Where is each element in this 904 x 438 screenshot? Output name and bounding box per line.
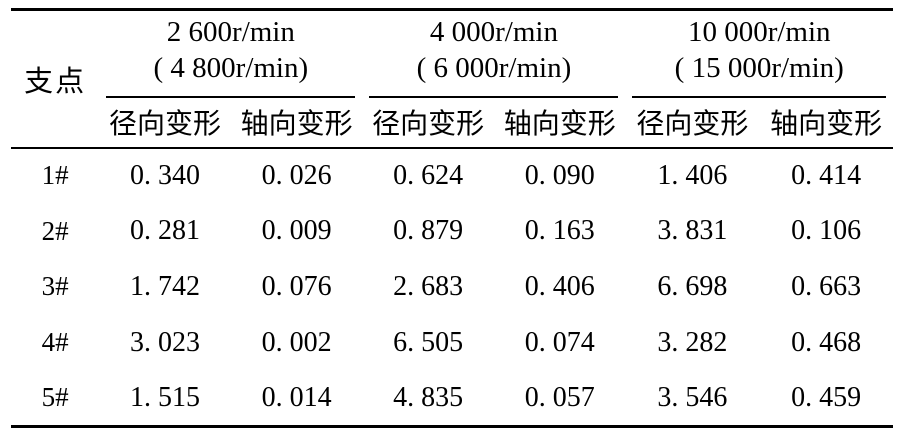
group-header-4000-box: 4 000r/min ( 6 000r/min): [369, 11, 619, 98]
value-cell: 0. 009: [261, 215, 332, 247]
value-cell: 0. 624: [393, 159, 464, 191]
group-header-10000-box: 10 000r/min ( 15 000r/min): [632, 11, 886, 98]
row-label: 1#: [41, 160, 69, 191]
group-speed-secondary: ( 15 000r/min): [674, 52, 844, 85]
group-header-10000: 10 000r/min ( 15 000r/min): [625, 10, 893, 98]
value-cell: 4. 835: [393, 381, 464, 413]
corner-header-fulcrum: 支点: [11, 9, 100, 149]
value-cell: 0. 026: [261, 159, 332, 191]
value-cell: 0. 074: [524, 326, 595, 358]
sub-header-row: 径向变形 轴向变形 径向变形 轴向变形 径向变形 轴向变形: [11, 97, 893, 149]
subheader-axial-g2: 轴向变形: [493, 97, 626, 149]
group-header-2600: 2 600r/min ( 4 800r/min): [99, 10, 362, 98]
value-cell: 0. 281: [130, 215, 201, 247]
group-speed-primary: 4 000r/min: [429, 15, 558, 48]
subheader-axial-g1: 轴向变形: [230, 97, 363, 149]
value-cell: 0. 163: [524, 215, 595, 247]
value-cell: 0. 106: [791, 215, 862, 247]
subheader-axial-g3: 轴向变形: [759, 97, 893, 149]
value-cell: 3. 831: [657, 215, 728, 247]
subheader-radial-g3: 径向变形: [625, 97, 760, 149]
value-cell: 1. 515: [130, 381, 201, 413]
table-row: 3# 1. 742 0. 076 2. 683 0. 406 6. 698 0.…: [11, 259, 893, 315]
value-cell: 3. 546: [657, 381, 728, 413]
value-cell: 1. 742: [130, 270, 201, 302]
value-cell: 0. 406: [524, 270, 595, 302]
group-speed-secondary: ( 4 800r/min): [153, 52, 309, 85]
value-cell: 0. 090: [524, 159, 595, 191]
group-header-row: 支点 2 600r/min ( 4 800r/min) 4 000r/min (…: [11, 9, 893, 149]
value-cell: 1. 406: [657, 159, 728, 191]
value-cell: 2. 683: [393, 270, 464, 302]
value-cell: 6. 505: [393, 326, 464, 358]
group-speed-secondary: ( 6 000r/min): [416, 52, 572, 85]
value-cell: 0. 414: [791, 159, 862, 191]
deformation-table: 支点 2 600r/min ( 4 800r/min) 4 000r/min (…: [11, 8, 893, 428]
table-row: 2# 0. 281 0. 009 0. 879 0. 163 3. 831 0.…: [11, 203, 893, 259]
group-speed-primary: 2 600r/min: [166, 15, 295, 48]
value-cell: 0. 663: [791, 270, 862, 302]
group-header-2600-box: 2 600r/min ( 4 800r/min): [106, 11, 356, 98]
value-cell: 3. 282: [657, 326, 728, 358]
subheader-radial-g2: 径向变形: [362, 97, 494, 149]
value-cell: 0. 076: [261, 270, 332, 302]
row-label: 2#: [41, 215, 69, 246]
group-speed-primary: 10 000r/min: [687, 15, 831, 48]
value-cell: 3. 023: [130, 326, 201, 358]
value-cell: 0. 057: [524, 381, 595, 413]
value-cell: 0. 014: [261, 381, 332, 413]
value-cell: 6. 698: [657, 270, 728, 302]
value-cell: 0. 459: [791, 381, 862, 413]
table-row: 4# 3. 023 0. 002 6. 505 0. 074 3. 282 0.…: [11, 315, 893, 371]
value-cell: 0. 879: [393, 215, 464, 247]
value-cell: 0. 468: [791, 326, 862, 358]
table-body: 1# 0. 340 0. 026 0. 624 0. 090 1. 406 0.…: [11, 148, 893, 427]
row-label: 3#: [41, 271, 69, 302]
group-header-4000: 4 000r/min ( 6 000r/min): [362, 10, 625, 98]
table-row: 5# 1. 515 0. 014 4. 835 0. 057 3. 546 0.…: [11, 371, 893, 427]
table-row: 1# 0. 340 0. 026 0. 624 0. 090 1. 406 0.…: [11, 148, 893, 204]
value-cell: 0. 340: [130, 159, 201, 191]
subheader-radial-g1: 径向变形: [99, 97, 231, 149]
table-header: 支点 2 600r/min ( 4 800r/min) 4 000r/min (…: [11, 9, 893, 149]
row-label: 4#: [41, 327, 69, 358]
value-cell: 0. 002: [261, 326, 332, 358]
row-label: 5#: [41, 382, 69, 413]
